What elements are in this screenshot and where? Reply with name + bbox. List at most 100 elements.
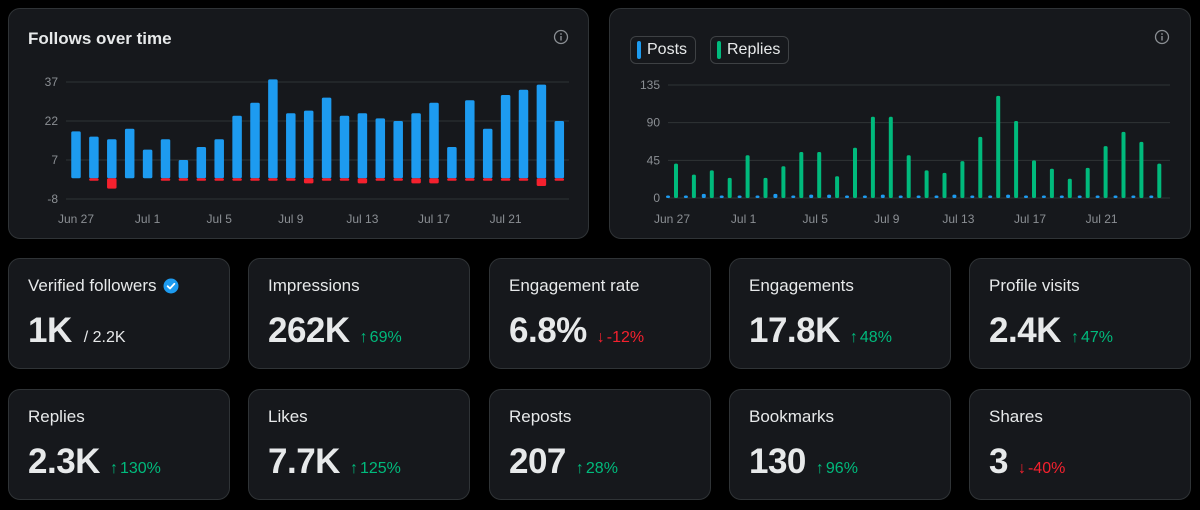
stat-card-engagement-rate[interactable]: Engagement rate 6.8% ↓ -12% — [489, 258, 711, 369]
bar-replies[interactable] — [1139, 141, 1144, 198]
bar-posts[interactable] — [988, 195, 993, 198]
bar-posts[interactable] — [970, 195, 975, 198]
bar-replies[interactable] — [1085, 167, 1090, 198]
bar-replies[interactable] — [924, 170, 929, 198]
bar-blue[interactable] — [286, 113, 296, 179]
bar-red[interactable] — [321, 178, 332, 181]
bar-blue[interactable] — [429, 102, 439, 179]
bar-replies[interactable] — [781, 166, 786, 198]
bar-replies[interactable] — [727, 177, 732, 198]
bar-blue[interactable] — [124, 128, 135, 179]
bar-red[interactable] — [268, 178, 278, 181]
stat-card-replies[interactable]: Replies 2.3K ↑ 130% — [8, 389, 230, 500]
stat-card-engagements[interactable]: Engagements 17.8K ↑ 48% — [729, 258, 951, 369]
bar-posts[interactable] — [701, 193, 706, 198]
bar-blue[interactable] — [500, 95, 511, 179]
bar-red[interactable] — [214, 178, 224, 181]
stat-card-likes[interactable]: Likes 7.7K ↑ 125% — [248, 389, 470, 500]
bar-replies[interactable] — [799, 151, 804, 198]
bar-red[interactable] — [482, 178, 493, 181]
bar-red[interactable] — [89, 178, 99, 181]
bar-red[interactable] — [536, 178, 547, 186]
bar-posts[interactable] — [1041, 195, 1046, 198]
bar-posts[interactable] — [737, 195, 742, 198]
stat-card-bookmarks[interactable]: Bookmarks 130 ↑ 96% — [729, 389, 951, 500]
bar-posts[interactable] — [1131, 195, 1136, 198]
bar-replies[interactable] — [745, 155, 750, 198]
bar-replies[interactable] — [942, 172, 947, 198]
bar-posts[interactable] — [934, 195, 939, 198]
bar-red[interactable] — [196, 178, 207, 181]
bar-red[interactable] — [339, 178, 350, 181]
bar-red[interactable] — [107, 178, 117, 189]
bar-posts[interactable] — [666, 195, 670, 198]
stat-card-profile-visits[interactable]: Profile visits 2.4K ↑ 47% — [969, 258, 1191, 369]
bar-posts[interactable] — [827, 194, 832, 198]
bar-posts[interactable] — [880, 194, 885, 198]
bar-blue[interactable] — [447, 147, 457, 179]
bar-replies[interactable] — [1014, 120, 1019, 198]
bar-posts[interactable] — [1006, 194, 1011, 198]
bar-blue[interactable] — [303, 110, 314, 179]
bar-red[interactable] — [286, 178, 296, 181]
bar-blue[interactable] — [160, 139, 171, 179]
bar-posts[interactable] — [1077, 195, 1082, 198]
legend-replies[interactable]: Replies — [710, 36, 790, 64]
bar-posts[interactable] — [916, 195, 921, 198]
bar-blue[interactable] — [375, 118, 386, 179]
bar-red[interactable] — [411, 178, 421, 184]
bar-blue[interactable] — [214, 139, 224, 179]
bar-blue[interactable] — [465, 100, 475, 179]
bar-blue[interactable] — [357, 113, 368, 179]
bar-red[interactable] — [160, 178, 171, 181]
stat-card-reposts[interactable]: Reposts 207 ↑ 28% — [489, 389, 711, 500]
bar-red[interactable] — [357, 178, 368, 184]
bar-red[interactable] — [393, 178, 403, 181]
bar-replies[interactable] — [763, 177, 768, 198]
bar-blue[interactable] — [411, 113, 421, 179]
bar-replies[interactable] — [1157, 163, 1162, 198]
bar-replies[interactable] — [709, 170, 714, 198]
bar-red[interactable] — [178, 178, 189, 181]
bar-red[interactable] — [518, 178, 529, 181]
bar-blue[interactable] — [268, 79, 278, 179]
bar-replies[interactable] — [1032, 160, 1036, 198]
bar-blue[interactable] — [232, 115, 242, 179]
bar-blue[interactable] — [250, 102, 260, 179]
bar-replies[interactable] — [996, 95, 1001, 198]
bar-replies[interactable] — [870, 116, 875, 198]
bar-replies[interactable] — [888, 116, 893, 198]
bar-replies[interactable] — [674, 163, 678, 198]
bar-replies[interactable] — [960, 161, 965, 198]
bar-posts[interactable] — [1149, 195, 1154, 198]
bar-posts[interactable] — [809, 194, 814, 198]
bar-posts[interactable] — [1095, 195, 1100, 198]
bar-posts[interactable] — [791, 195, 796, 198]
bar-posts[interactable] — [1059, 195, 1064, 198]
bar-red[interactable] — [447, 178, 457, 181]
bar-blue[interactable] — [107, 139, 117, 179]
bar-posts[interactable] — [845, 195, 849, 198]
bar-posts[interactable] — [1113, 195, 1118, 198]
bar-red[interactable] — [500, 178, 511, 181]
bar-blue[interactable] — [178, 160, 189, 179]
bar-red[interactable] — [232, 178, 242, 181]
bar-replies[interactable] — [978, 136, 983, 198]
legend-posts[interactable]: Posts — [630, 36, 697, 64]
bar-replies[interactable] — [1103, 146, 1108, 198]
bar-posts[interactable] — [719, 195, 724, 198]
bar-replies[interactable] — [691, 174, 696, 198]
bar-blue[interactable] — [321, 97, 332, 179]
bar-posts[interactable] — [1024, 195, 1028, 198]
bar-replies[interactable] — [817, 151, 822, 198]
bar-replies[interactable] — [1121, 131, 1126, 198]
bar-replies[interactable] — [853, 147, 857, 198]
stat-card-impressions[interactable]: Impressions 262K ↑ 69% — [248, 258, 470, 369]
bar-posts[interactable] — [862, 195, 867, 198]
bar-posts[interactable] — [683, 195, 688, 198]
bar-red[interactable] — [554, 178, 565, 181]
bar-replies[interactable] — [906, 155, 911, 198]
bar-red[interactable] — [465, 178, 475, 181]
stat-card-verified-followers[interactable]: Verified followers 1K / 2.2K — [8, 258, 230, 369]
bar-blue[interactable] — [518, 89, 529, 179]
